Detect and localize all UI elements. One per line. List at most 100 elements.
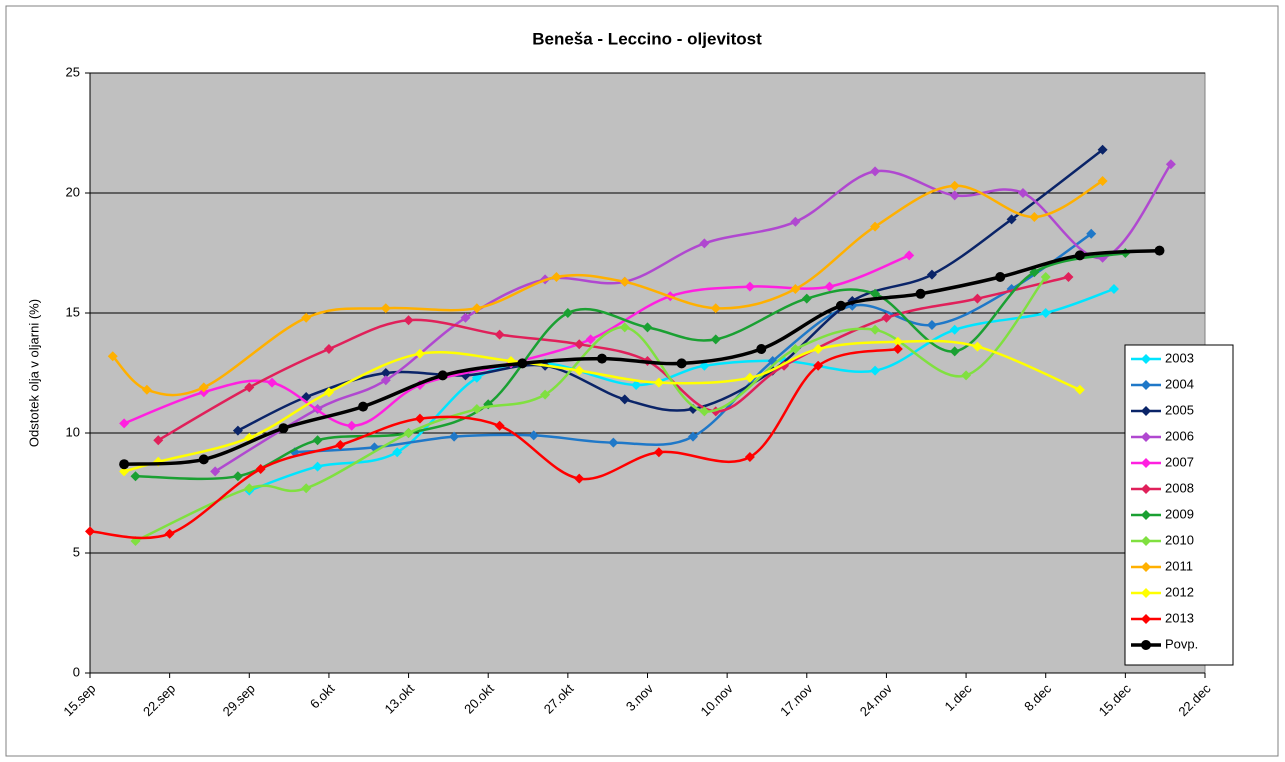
legend (1124, 344, 1234, 666)
marker (790, 216, 801, 227)
marker (414, 348, 425, 359)
marker (904, 250, 915, 261)
marker (232, 425, 243, 436)
marker (551, 272, 562, 282)
marker (949, 190, 960, 201)
marker (392, 447, 403, 458)
marker (824, 281, 835, 292)
marker (494, 329, 505, 340)
marker (744, 281, 755, 292)
marker (494, 420, 505, 431)
marker (1086, 228, 1097, 239)
marker (380, 368, 391, 378)
series (85, 344, 903, 540)
legend-label: 2009 (1165, 506, 1194, 521)
marker (232, 471, 243, 482)
legend-marker (1141, 588, 1151, 598)
marker (688, 431, 699, 442)
line (111, 179, 1104, 397)
marker (892, 336, 903, 347)
legend-label: 2007 (1165, 454, 1194, 469)
legend-label: 2010 (1165, 532, 1194, 547)
marker (1097, 144, 1108, 155)
marker (653, 377, 664, 388)
marker (744, 372, 755, 383)
marker (1154, 245, 1165, 256)
plot-area (89, 72, 1206, 674)
legend-marker (1141, 432, 1151, 442)
marker (1040, 308, 1051, 318)
marker (926, 269, 937, 280)
legend-label: Povp. (1165, 636, 1198, 651)
marker (278, 423, 289, 434)
marker (756, 344, 767, 354)
marker (801, 293, 812, 304)
marker (881, 312, 892, 323)
series (119, 245, 1165, 470)
marker (972, 293, 983, 304)
marker (790, 284, 801, 294)
legend-marker (1141, 614, 1151, 624)
marker (255, 464, 266, 474)
y-tick-label: 0 (73, 664, 80, 679)
marker (744, 452, 755, 462)
chart-title: Beneša - Leccino - oljevitost (532, 29, 762, 48)
marker (517, 358, 528, 369)
marker (346, 420, 357, 431)
legend-marker (1141, 380, 1151, 390)
marker (995, 272, 1006, 282)
marker (403, 428, 414, 438)
marker (710, 334, 721, 345)
marker (403, 315, 414, 326)
marker (471, 404, 482, 414)
line (294, 232, 1092, 454)
marker (119, 459, 130, 470)
line (248, 287, 1115, 492)
y-tick-label: 15 (66, 304, 80, 319)
marker (619, 322, 630, 333)
marker (210, 466, 221, 477)
marker (1097, 176, 1108, 186)
marker (107, 351, 118, 362)
marker (335, 440, 346, 450)
marker (198, 382, 209, 393)
legend-marker (1141, 510, 1151, 520)
marker (676, 358, 687, 369)
legend-label: 2006 (1165, 428, 1194, 443)
marker (619, 394, 630, 405)
legend-label: 2003 (1165, 350, 1194, 365)
marker (312, 435, 323, 446)
marker (710, 303, 721, 314)
marker (699, 238, 710, 249)
y-tick-label: 10 (66, 424, 80, 439)
marker (1017, 188, 1028, 198)
legend-label: 2005 (1165, 402, 1194, 417)
marker (130, 471, 141, 482)
legend-marker (1141, 484, 1151, 494)
marker (642, 322, 653, 333)
marker (835, 300, 846, 311)
marker (323, 387, 334, 398)
marker (1063, 272, 1074, 282)
legend-marker (1141, 406, 1151, 416)
marker (926, 320, 937, 330)
legend-label: 2004 (1165, 376, 1194, 391)
marker (631, 380, 642, 390)
marker (870, 221, 881, 232)
line (89, 347, 899, 540)
marker (119, 418, 130, 429)
marker (244, 483, 255, 494)
series (107, 176, 1108, 397)
marker (1074, 384, 1085, 395)
marker (1165, 159, 1176, 170)
legend-marker (1141, 640, 1151, 650)
y-axis-label: Odstotek olja v oljarni (%) (26, 299, 41, 447)
y-tick-label: 20 (66, 184, 80, 199)
marker (301, 312, 312, 323)
marker (471, 303, 482, 314)
series (130, 248, 1131, 482)
marker (119, 466, 130, 477)
legend-marker (1141, 536, 1151, 546)
marker (267, 377, 278, 388)
